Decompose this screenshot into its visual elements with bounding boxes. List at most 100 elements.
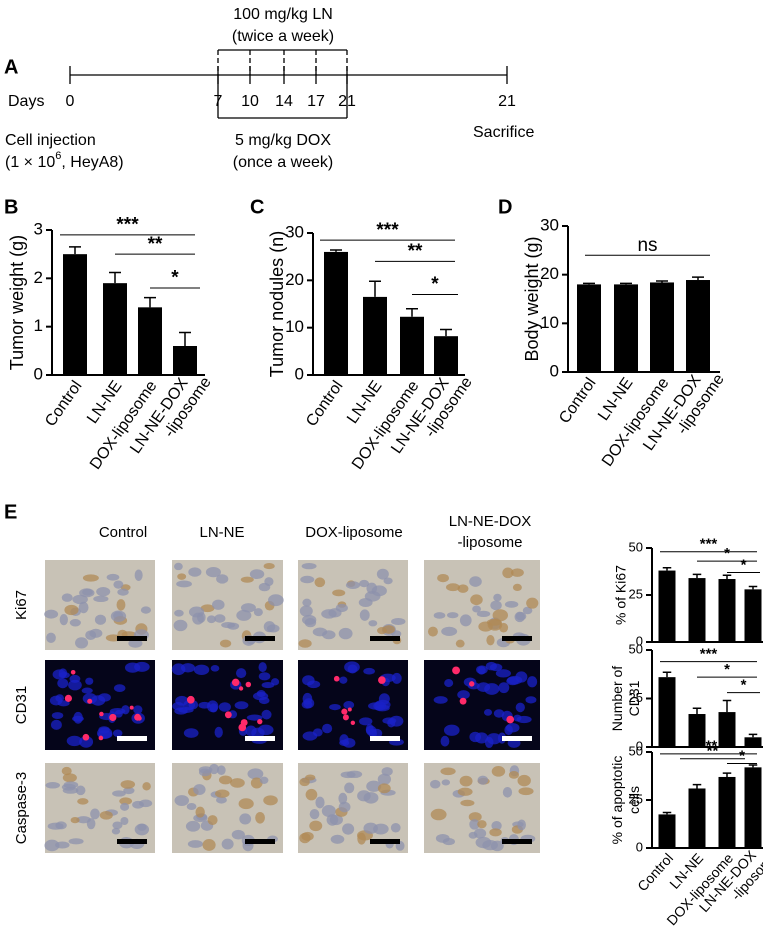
error-bar [656,280,668,283]
nucleus [183,728,199,738]
nucleus [446,612,459,619]
nucleus [142,782,151,791]
nucleus [133,705,143,714]
scale-bar [117,839,147,844]
panel-label: D [498,196,512,218]
y-tick-label: 0 [636,839,643,854]
error-bar [583,282,595,285]
error-bar [662,566,672,571]
bar [718,579,736,642]
nucleus [514,611,525,623]
panel-label: A [4,56,18,78]
nucleus [46,632,56,644]
bar [744,737,762,747]
nucleus [330,834,345,844]
vessel [87,698,93,704]
nucleus [345,581,361,589]
nucleus [329,814,343,826]
end-text: Sacrifice [473,124,534,141]
nucleus [188,567,202,577]
nucleus [198,701,211,709]
vessel [459,697,467,705]
nucleus [238,798,254,810]
scale-bar [117,736,147,741]
nucleus [498,682,510,694]
nucleus [515,671,528,683]
nucleus [86,818,96,830]
nucleus [339,676,348,684]
nucleus [304,618,317,628]
nucleus [468,812,482,822]
nucleus [491,766,506,777]
nucleus [200,604,215,613]
error-bar [662,811,672,815]
start-text: (1 × 106, HeyA8) [5,150,124,171]
error-bar [69,246,81,255]
significance-label: *** [700,738,718,755]
nucleus [258,582,271,592]
nucleus [381,767,393,776]
nucleus [120,802,130,811]
nucleus [259,776,269,784]
x-tick-label: Control [556,375,600,427]
y-tick-label: 20 [285,270,304,289]
nucleus [491,820,502,831]
nucleus [202,838,216,851]
y-axis-label: % of Ki67 [613,565,629,625]
bar [434,336,458,375]
y-tick-label: 0 [295,364,304,383]
y-tick-label: 1 [34,316,43,335]
vessel [231,678,240,687]
nucleus [69,619,81,627]
error-bar [722,699,732,713]
bar [324,251,348,375]
nucleus [468,831,478,839]
bar [658,814,676,848]
nucleus [314,577,326,588]
nucleus [455,639,465,648]
bar [658,570,676,642]
significance-label: * [724,661,730,678]
error-bar [662,671,672,678]
nucleus [263,563,275,570]
nucleus [305,788,318,801]
nucleus [522,606,533,615]
nucleus [477,666,486,675]
significance-label: *** [700,536,718,553]
vessel [82,733,90,741]
scale-bar [245,636,275,641]
nucleus [299,777,310,787]
vessel [341,708,348,715]
bar [744,589,762,642]
scale-bar [502,736,532,741]
nucleus [493,593,502,602]
panel-label: C [250,196,264,218]
nucleus [517,819,526,831]
nucleus [477,775,489,785]
nucleus [99,811,113,820]
nucleus [110,610,127,622]
nucleus [116,599,126,611]
column-label: LN-NE-DOX [449,513,532,530]
nucleus [377,773,392,785]
y-axis-label: Tumor nodules (n) [267,231,287,377]
nucleus [173,619,188,632]
y-tick-label: 0 [550,361,559,380]
nucleus [359,609,370,621]
day-label: 17 [307,93,325,110]
nucleus [430,808,447,821]
vessel [342,714,349,721]
nucleus [263,795,278,806]
scale-bar [245,839,275,844]
bar [138,307,162,375]
nucleus [430,779,441,789]
vessel [99,711,104,717]
error-bar [620,282,632,285]
panel-label: E [4,501,17,523]
nucleus [81,687,93,694]
significance-label: ** [148,234,163,255]
nucleus [185,820,201,832]
nucleus [490,840,504,852]
nucleus [390,823,401,833]
x-tick-label: Control [42,378,86,430]
